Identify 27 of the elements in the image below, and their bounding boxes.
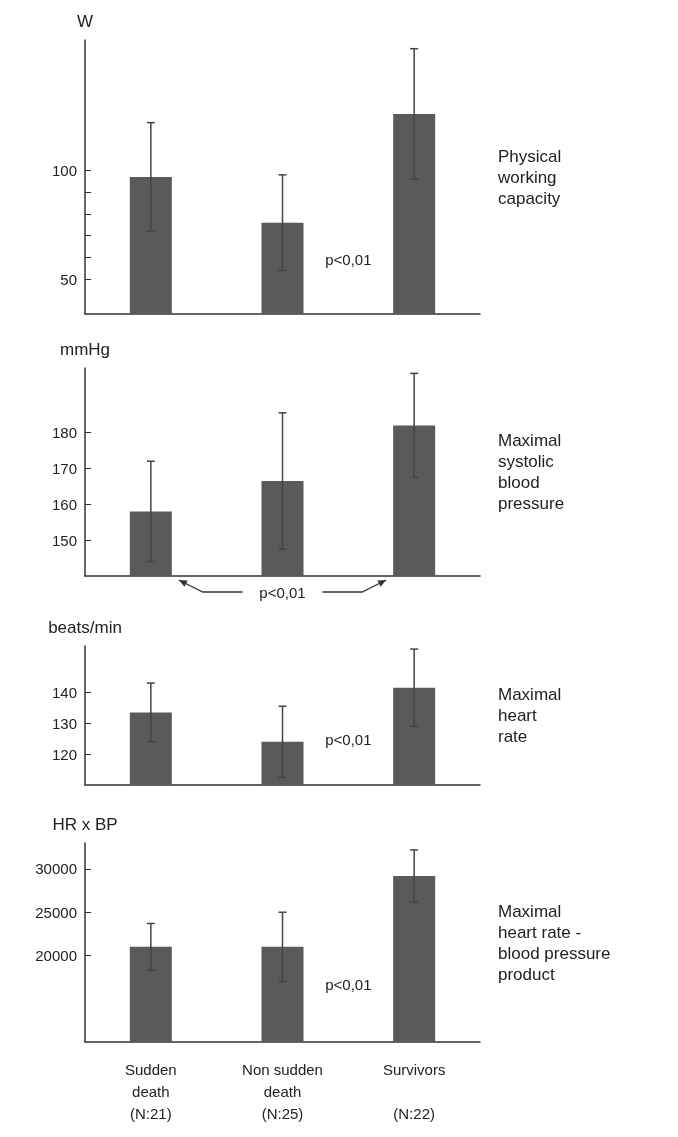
text: Maximal systolic blood pressure: [498, 431, 565, 513]
y-tick-label: 100: [51, 161, 77, 179]
y-tick-label: 140: [51, 683, 77, 701]
text: Maximal heart rate - blood pressure product: [498, 901, 611, 984]
y-tick-label: 20000: [35, 946, 77, 964]
category-label: Survivors (N:22): [382, 1060, 446, 1122]
annotation: p<0,01: [325, 975, 372, 993]
y-tick-label: 130: [51, 714, 77, 732]
y-tick-label: 50: [60, 270, 77, 288]
y-tick-label: 150: [51, 531, 77, 549]
y-tick-label: 160: [51, 495, 77, 513]
x-tick-label: Non sudden death (N:25): [242, 1060, 323, 1122]
y-axis-title: HR x BP: [52, 815, 118, 834]
text: p<0,01: [259, 583, 306, 601]
x-tick-label: Sudden death (N:21): [124, 1060, 177, 1122]
y-axis-title: mmHg: [59, 340, 111, 359]
y-tick-label: 25000: [35, 903, 77, 921]
text: Physical working capacity: [497, 146, 562, 208]
y-axis-title: beats/min: [48, 618, 122, 637]
y-tick-label: 30000: [35, 860, 77, 878]
y-axis-title: W: [76, 12, 94, 31]
text: Maximal heart rate: [498, 685, 562, 746]
y-tick-label: 180: [51, 424, 77, 442]
annotation: p<0,01: [325, 730, 372, 748]
annotation: p<0,01: [325, 250, 372, 268]
y-tick-label: 170: [51, 459, 77, 477]
y-tick-label: 120: [51, 745, 77, 763]
